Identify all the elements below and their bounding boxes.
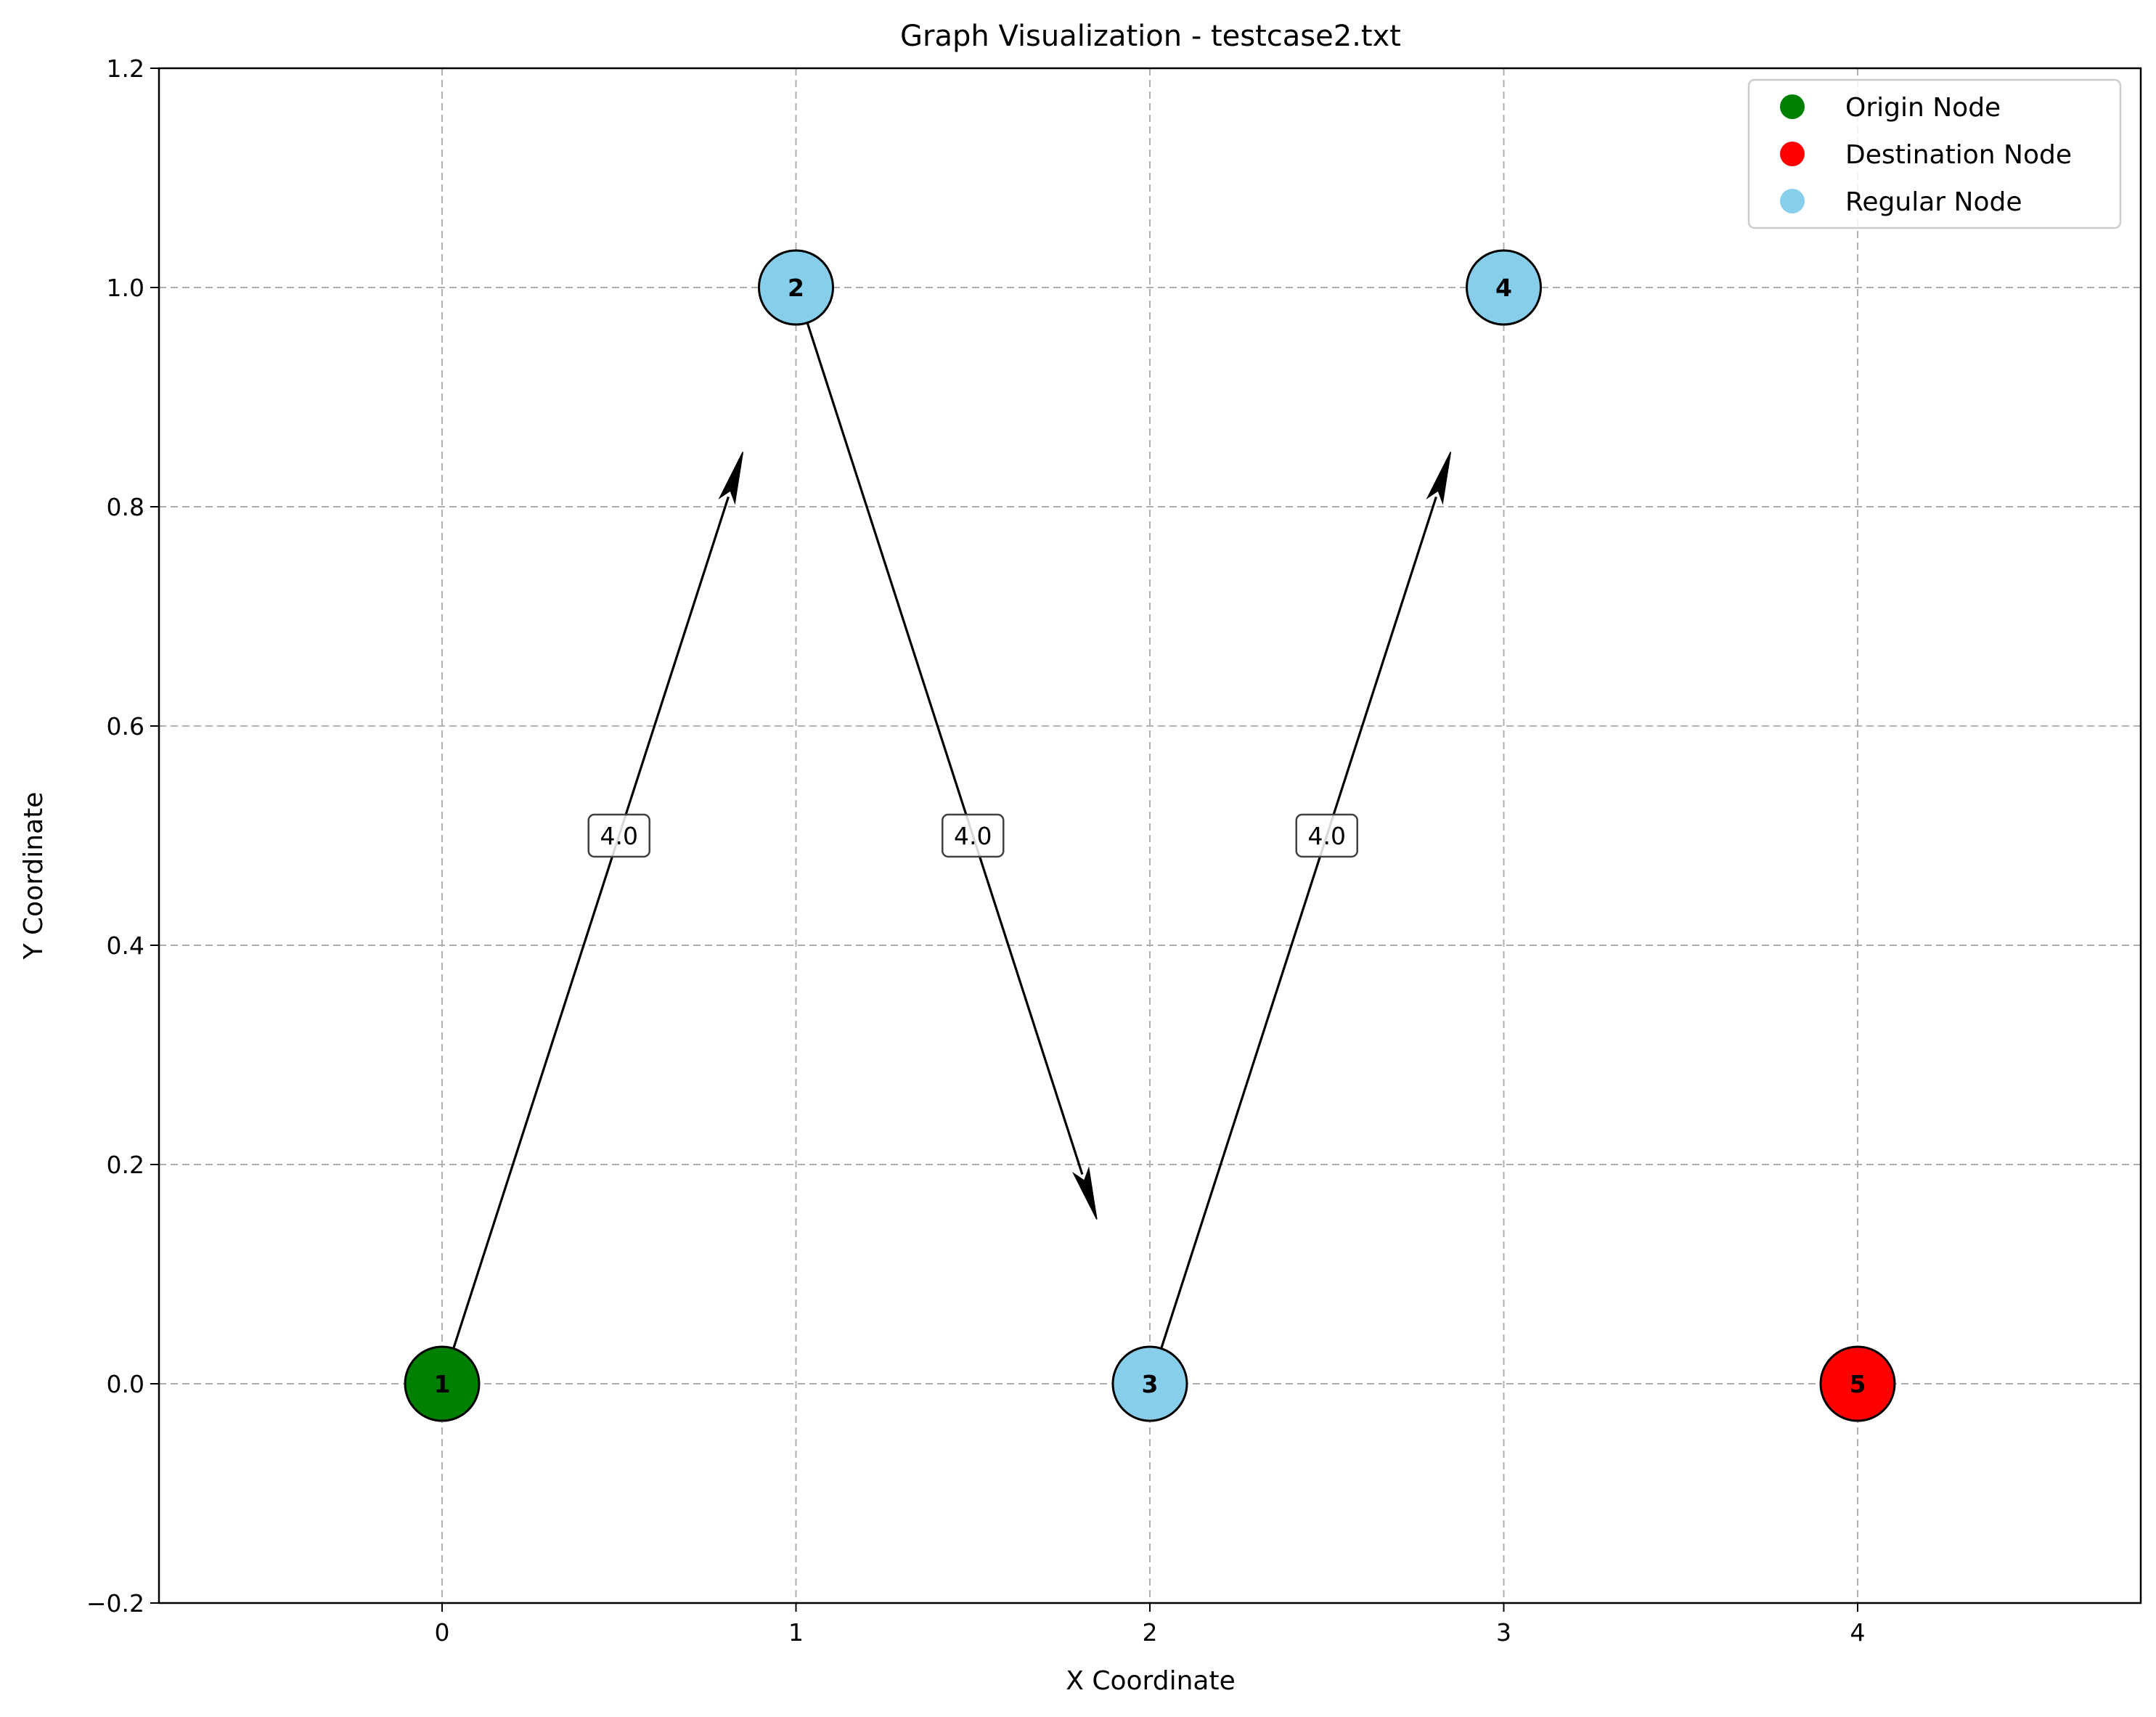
y-tick-label: 1.2 [107, 54, 144, 83]
axis-ticks: 0 1 2 3 4 −0.2 0.0 0.2 0.4 0.6 0.8 1.0 1.2 [86, 54, 1866, 1647]
legend-entry-label: Destination Node [1845, 140, 2072, 170]
node-2 [758, 249, 834, 326]
edges-layer [449, 312, 1452, 1359]
x-tick-label: 0 [435, 1618, 450, 1647]
y-tick-label: 1.0 [107, 274, 144, 302]
x-tick-label: 2 [1143, 1618, 1158, 1647]
legend: Origin Node Destination Node Regular Node [1747, 78, 2122, 229]
node-1 [404, 1345, 481, 1422]
edge-weight-label: 4.0 [954, 822, 992, 850]
y-tick-label: 0.8 [107, 493, 144, 521]
edge-weight-box [1295, 813, 1358, 858]
legend-marker [1780, 142, 1805, 166]
nodes-layer: 1 2 3 4 5 [404, 249, 1896, 1422]
edge-arrowhead-2-3 [1071, 1166, 1098, 1220]
node-label-5: 5 [1850, 1370, 1866, 1398]
legend-marker [1780, 189, 1805, 213]
y-tick-label: −0.2 [86, 1589, 144, 1618]
edge-weight-label: 4.0 [600, 822, 638, 850]
node-label-1: 1 [434, 1370, 451, 1398]
edge-weight-label: 4.0 [1308, 822, 1346, 850]
y-tick-label: 0.0 [107, 1370, 144, 1398]
y-tick-label: 0.6 [107, 712, 144, 741]
node-label-2: 2 [788, 274, 804, 302]
y-tick-label: 0.2 [107, 1151, 144, 1179]
node-3 [1111, 1345, 1188, 1422]
edge-line-1-2 [449, 496, 730, 1359]
legend-box [1747, 78, 2122, 229]
node-label-4: 4 [1495, 274, 1512, 302]
node-label-3: 3 [1142, 1370, 1159, 1398]
edge-arrowhead-1-2 [718, 452, 744, 505]
y-tick-label: 0.4 [107, 931, 144, 960]
edge-arrowhead-3-4 [1426, 452, 1452, 505]
node-5 [1819, 1345, 1896, 1422]
edge-line-2-3 [803, 312, 1084, 1175]
x-tick-label: 1 [788, 1618, 804, 1647]
edge-labels-layer: 4.0 4.0 4.0 [587, 813, 1358, 858]
x-tick-label: 3 [1496, 1618, 1511, 1647]
node-4 [1466, 249, 1542, 326]
edge-weight-box [587, 813, 650, 858]
edge-line-3-4 [1156, 496, 1437, 1359]
edge-weight-box [942, 813, 1005, 858]
x-tick-label: 4 [1850, 1618, 1866, 1647]
legend-marker [1780, 94, 1805, 119]
x-axis-label: X Coordinate [1066, 1666, 1235, 1696]
legend-entry-label: Origin Node [1845, 93, 2001, 123]
y-axis-label: Y Coordinate [19, 792, 49, 961]
legend-entry-label: Regular Node [1845, 187, 2022, 217]
chart-title: Graph Visualization - testcase2.txt [900, 20, 1401, 53]
